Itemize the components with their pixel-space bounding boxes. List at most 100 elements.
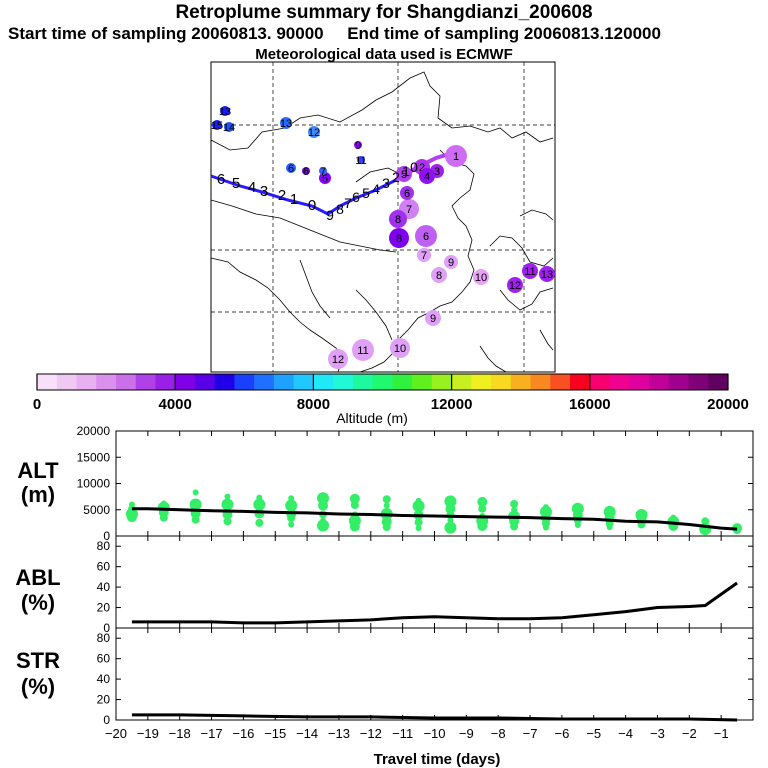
map-cluster-dot <box>220 106 230 116</box>
alt-scatter-point <box>192 489 199 496</box>
colorbar-label: Altitude (m) <box>336 410 408 426</box>
x-tick-label: −9 <box>459 726 474 741</box>
map-cluster-label: 9 <box>448 257 454 269</box>
trajectory-age-label: 8 <box>336 201 344 217</box>
alt-scatter-point <box>382 495 391 504</box>
alt-scatter-point <box>288 495 295 502</box>
alt-scatter-point <box>126 512 137 523</box>
map-cluster-label: 6 <box>404 188 410 200</box>
y-tick-label: 15000 <box>77 450 111 464</box>
colorbar-swatch <box>293 374 314 390</box>
map-cluster-dot <box>354 141 362 149</box>
trajectory-age-labels: 6 5 4 3 2 1 09 8 7 6 5 4 3 2 1 0 <box>217 159 418 223</box>
alt-scatter-point <box>255 518 264 527</box>
y-tick-label: 80 <box>97 631 111 645</box>
alt-scatter-point <box>414 518 423 527</box>
alt-scatter-point <box>415 525 422 532</box>
map-coastlines <box>210 71 554 373</box>
x-tick-label: −8 <box>491 726 506 741</box>
trajectory-age-label: 2 <box>278 187 286 204</box>
alt-scatter-point <box>574 521 581 528</box>
map-cluster-label: 5 <box>322 173 328 185</box>
trajectory-age-label: 4 <box>372 181 380 197</box>
colorbar-swatch <box>333 374 354 390</box>
map-cluster-dot <box>507 277 523 293</box>
y-tick-label: 0 <box>103 621 110 635</box>
alt-frame <box>115 430 754 537</box>
alt-scatter-point <box>477 521 488 532</box>
alt-scatter-point <box>349 521 360 532</box>
map-cluster-label: 13 <box>541 269 553 281</box>
trajectory-age-label: 6 <box>352 189 360 205</box>
colorbar-swatch <box>412 374 433 390</box>
colorbar-swatch <box>135 374 156 390</box>
map-cluster-label: 8 <box>395 214 401 226</box>
colorbar-swatch <box>56 374 77 390</box>
map-cluster-dot <box>319 167 327 175</box>
y-tick-label: 40 <box>97 672 111 686</box>
abl-label-line1: ABL <box>15 565 60 590</box>
x-tick-label: −5 <box>586 726 601 741</box>
trajectory-age-label: 3 <box>260 183 268 200</box>
y-tick-label: 80 <box>97 539 111 553</box>
x-tick-label: −20 <box>105 726 127 741</box>
map-cluster-dot <box>445 145 467 167</box>
colorbar-swatch <box>175 374 196 390</box>
alt-scatter-point <box>318 500 329 511</box>
map-cluster-dot <box>308 126 320 138</box>
alt-scatter-point <box>444 495 457 508</box>
x-tick-label: −7 <box>523 726 538 741</box>
x-tick-label: −19 <box>137 726 159 741</box>
colorbar-swatch <box>254 374 275 390</box>
trajectory-age-label: 2 <box>392 169 400 185</box>
map-cluster-label: 8 <box>436 270 442 282</box>
map-cluster-label: 5 <box>401 169 407 181</box>
x-tick-label: −11 <box>392 726 413 741</box>
colorbar-tick-label: 8000 <box>297 396 330 413</box>
colorbar-swatch <box>352 374 374 390</box>
map-cluster-dot <box>431 267 447 283</box>
map-cluster-dot <box>302 167 310 175</box>
y-tick-label: 20000 <box>77 424 111 438</box>
x-tick-label: −14 <box>296 726 318 741</box>
y-tick-label: 10000 <box>77 477 111 491</box>
map-cluster-label: 8 <box>396 233 402 245</box>
map-cluster-label: 7 <box>421 250 427 262</box>
colorbar-swatch <box>491 374 512 390</box>
map-cluster-label: 15 <box>211 120 223 132</box>
chart-title: Retroplume summary for Shangdianzi_20060… <box>175 2 593 23</box>
alt-label-line2: (m) <box>21 482 55 507</box>
colorbar-swatch <box>96 374 117 390</box>
colorbar-swatch <box>550 374 571 390</box>
alt-scatter-point <box>253 498 266 511</box>
alt-scatter-point <box>317 519 330 532</box>
map-cluster-dot <box>539 266 555 282</box>
map-cluster-dot <box>280 117 292 129</box>
map-cluster-label: 9 <box>355 140 361 152</box>
alt-scatter-point <box>189 498 202 511</box>
map-cluster-label: 11 <box>357 345 368 357</box>
x-tick-label: −4 <box>618 726 633 741</box>
colorbar-tick-label: 16000 <box>569 396 611 413</box>
alt-scatter-point <box>191 515 200 524</box>
colorbar-tick-label: 20000 <box>707 396 749 413</box>
map-cluster-dot <box>286 163 296 173</box>
colorbar-swatch <box>214 374 235 390</box>
trajectory-age-label: 5 <box>232 175 240 192</box>
colorbar-swatch <box>37 374 58 390</box>
alt-scatter-point <box>447 517 454 524</box>
x-tick-label: −1 <box>714 726 729 741</box>
x-tick-label: −17 <box>201 726 223 741</box>
x-tick-label: −2 <box>682 726 697 741</box>
x-tick-label: −18 <box>169 726 191 741</box>
map-cluster-dot <box>390 338 410 358</box>
map-cluster-label: 6 <box>288 163 294 175</box>
map-cluster-dot <box>400 186 414 200</box>
y-tick-label: 60 <box>97 560 111 574</box>
map-cluster-label: 10 <box>475 272 487 284</box>
alt-scatter-point <box>350 501 359 510</box>
